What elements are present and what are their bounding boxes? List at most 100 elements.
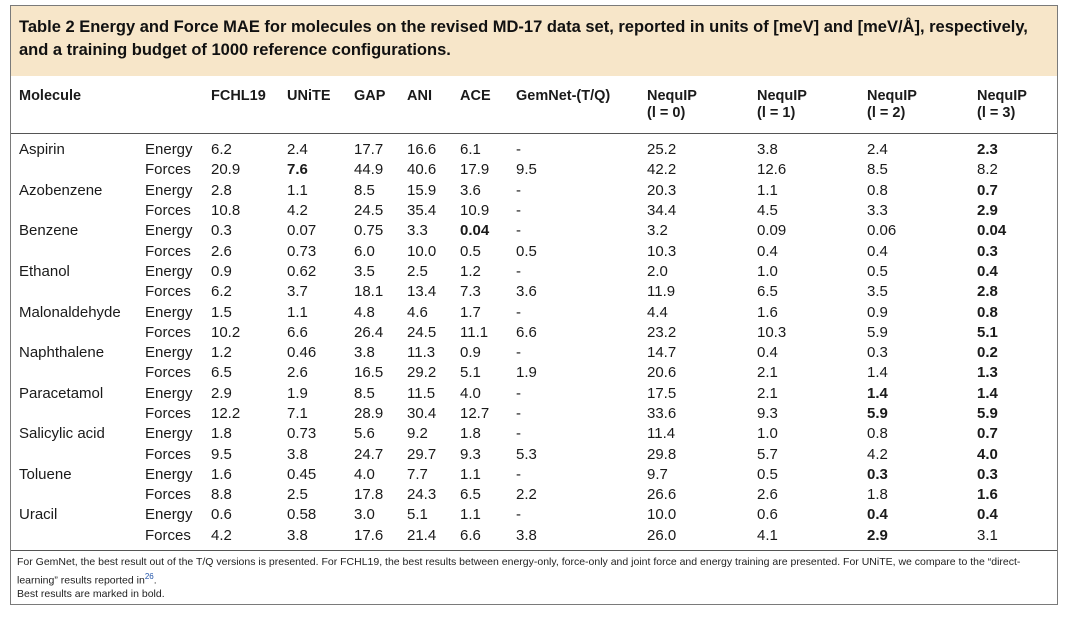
value-cell: 8.2 <box>977 161 998 179</box>
molecule-name: Salicylic acid <box>19 425 105 443</box>
value-cell: 17.9 <box>460 161 490 179</box>
value-cell: 6.5 <box>460 486 481 504</box>
value-cell: 6.2 <box>211 141 232 159</box>
value-cell: 0.04 <box>460 222 490 240</box>
value-cell: 1.6 <box>757 303 778 321</box>
table-row: Uracil Energy 0.6 0.58 3.0 5.1 1.1 - 10.0 0.6 0.4 0… <box>11 505 1057 525</box>
value-cell: 0.2 <box>977 344 998 362</box>
value-cell: 20.3 <box>647 181 677 199</box>
table-row: Forces 20.9 7.6 44.9 40.6 17.9 9.5 42.2 12.6 8.5 8… <box>11 160 1057 180</box>
value-cell: 13.4 <box>407 283 437 301</box>
notes-divider <box>11 550 1057 551</box>
value-cell: 5.7 <box>757 445 778 463</box>
value-cell: 3.8 <box>287 526 308 544</box>
value-cell: 0.8 <box>867 425 888 443</box>
value-cell: 21.4 <box>407 526 437 544</box>
value-cell: 16.6 <box>407 141 437 159</box>
value-cell: 10.0 <box>647 506 677 524</box>
value-cell: 0.3 <box>211 222 232 240</box>
value-cell: 3.8 <box>757 141 778 159</box>
value-cell: 2.5 <box>287 486 308 504</box>
footnote-line1: For GemNet, the best result out of the T… <box>17 556 1021 586</box>
header-ace: ACE <box>460 88 491 104</box>
value-cell: - <box>516 303 521 321</box>
value-cell: - <box>516 141 521 159</box>
value-cell: 4.4 <box>647 303 668 321</box>
quantity-type: Energy <box>145 384 193 402</box>
molecule-name: Malonaldehyde <box>19 303 121 321</box>
value-cell: 4.0 <box>354 465 375 483</box>
value-cell: 0.5 <box>516 242 537 260</box>
value-cell: 0.6 <box>211 506 232 524</box>
value-cell: 29.8 <box>647 445 677 463</box>
value-cell: 1.1 <box>287 181 308 199</box>
quantity-type: Forces <box>145 364 191 382</box>
value-cell: 5.1 <box>460 364 481 382</box>
table-row: Toluene Energy 1.6 0.45 4.0 7.7 1.1 - 9.7 0.5 0.3 0… <box>11 465 1057 485</box>
value-cell: 11.3 <box>407 344 436 362</box>
value-cell: 23.2 <box>647 323 677 341</box>
value-cell: 1.2 <box>460 262 481 280</box>
value-cell: 9.3 <box>460 445 481 463</box>
table-footnotes: For GemNet, the best result out of the T… <box>17 556 1021 600</box>
value-cell: 35.4 <box>407 202 437 220</box>
value-cell: 4.2 <box>867 445 888 463</box>
value-cell: 10.0 <box>407 242 437 260</box>
value-cell: 14.7 <box>647 344 677 362</box>
value-cell: 15.9 <box>407 181 437 199</box>
value-cell: 29.2 <box>407 364 437 382</box>
quantity-type: Forces <box>145 323 191 341</box>
value-cell: 10.8 <box>211 202 241 220</box>
value-cell: 0.5 <box>460 242 481 260</box>
value-cell: 0.46 <box>287 344 317 362</box>
table-row: Aspirin Energy 6.2 2.4 17.7 16.6 6.1 - 25.2 3.8 2.… <box>11 134 1057 161</box>
value-cell: 1.1 <box>460 506 481 524</box>
value-cell: 0.3 <box>867 344 888 362</box>
value-cell: 5.1 <box>977 323 998 341</box>
quantity-type: Forces <box>145 283 191 301</box>
value-cell: 20.9 <box>211 161 241 179</box>
header-gemnet: GemNet-(T/Q) <box>516 88 611 104</box>
reference-link[interactable]: 26 <box>144 571 154 581</box>
value-cell: 3.5 <box>354 262 375 280</box>
table-row: Benzene Energy 0.3 0.07 0.75 3.3 0.04 - 3.2 0.09 0… <box>11 221 1057 241</box>
value-cell: - <box>516 222 521 240</box>
quantity-type: Energy <box>145 506 193 524</box>
value-cell: 1.3 <box>977 364 998 382</box>
value-cell: 9.2 <box>407 425 428 443</box>
value-cell: 1.8 <box>211 425 232 443</box>
table-row: Ethanol Energy 0.9 0.62 3.5 2.5 1.2 - 2.0 1.0 0.5 0… <box>11 262 1057 282</box>
header-nequip-l0: NequIP (l = 0) <box>647 88 697 121</box>
value-cell: 2.2 <box>516 486 537 504</box>
table-row: Forces 10.8 4.2 24.5 35.4 10.9 - 34.4 4.5 3.3 2.9 <box>11 201 1057 221</box>
value-cell: 0.4 <box>757 344 778 362</box>
value-cell: 11.1 <box>460 323 489 341</box>
value-cell: 2.9 <box>867 526 888 544</box>
table-row: Forces 12.2 7.1 28.9 30.4 12.7 - 33.6 9.3 5.9 5.9 <box>11 404 1057 424</box>
value-cell: 33.6 <box>647 405 677 422</box>
header-nequip-l2: NequIP (l = 2) <box>867 88 917 121</box>
table-row: Salicylic acid Energy 1.8 0.73 5.6 9.2 1.8 - 11.… <box>11 424 1057 444</box>
value-cell: 5.9 <box>867 405 888 422</box>
value-cell: 44.9 <box>354 161 384 179</box>
value-cell: 3.6 <box>516 283 537 301</box>
quantity-type: Energy <box>145 465 193 483</box>
molecule-name: Paracetamol <box>19 384 104 402</box>
value-cell: 0.3 <box>867 465 888 483</box>
value-cell: 1.1 <box>287 303 308 321</box>
value-cell: 5.6 <box>354 425 375 443</box>
value-cell: 1.2 <box>211 344 232 362</box>
value-cell: 11.4 <box>647 425 676 443</box>
value-cell: 1.4 <box>867 364 888 382</box>
value-cell: 1.8 <box>460 425 481 443</box>
value-cell: 7.6 <box>287 161 308 179</box>
value-cell: 12.6 <box>757 161 787 179</box>
value-cell: 11.9 <box>647 283 676 301</box>
value-cell: 7.7 <box>407 465 428 483</box>
value-cell: 0.45 <box>287 465 317 483</box>
value-cell: 10.2 <box>211 323 241 341</box>
table-row: Forces 2.6 0.73 6.0 10.0 0.5 0.5 10.3 0.4 0.4 0.3 <box>11 241 1057 261</box>
value-cell: 3.3 <box>867 202 888 220</box>
header-unite: UNiTE <box>287 88 331 104</box>
molecule-name: Benzene <box>19 222 79 240</box>
